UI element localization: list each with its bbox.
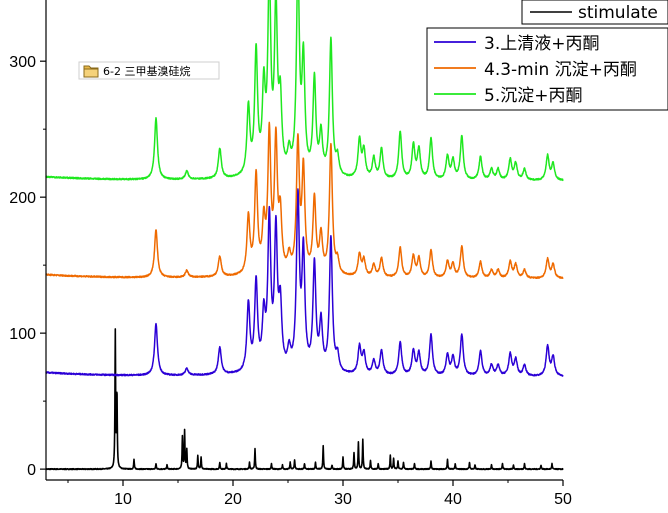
y-tick-label-0: 0	[27, 462, 36, 479]
legend-label-2: 4.3-min 沉淀+丙酮	[484, 60, 637, 80]
series-line-3	[45, 0, 564, 182]
sample-badge: 6-2 三甲基溴硅烷	[78, 61, 220, 80]
trace-group	[45, 0, 564, 471]
legend-label-1: 3.上清液+丙酮	[484, 34, 599, 54]
series-line-2	[45, 121, 564, 280]
folder-icon	[83, 65, 99, 78]
sample-badge-label: 6-2 三甲基溴硅烷	[103, 64, 190, 78]
legend-label-3: 5.沉淀+丙酮	[484, 86, 582, 106]
series-line-1	[45, 188, 564, 377]
series-line-0	[45, 328, 564, 471]
y-tick-label-100: 100	[9, 326, 36, 343]
legend-label-0: stimulate	[578, 3, 658, 23]
axes: 10 20 30 40 50 0 100 200 300	[9, 0, 572, 508]
x-tick-label-10: 10	[114, 491, 132, 508]
x-tick-label-20: 20	[224, 491, 242, 508]
x-tick-label-50: 50	[554, 491, 572, 508]
y-tick-label-200: 200	[9, 190, 36, 207]
y-tick-label-300: 300	[9, 54, 36, 71]
sample-badge-box	[78, 61, 220, 80]
x-tick-label-40: 40	[444, 491, 462, 508]
x-tick-label-30: 30	[334, 491, 352, 508]
legend: stimulate 3.上清液+丙酮 4.3-min 沉淀+丙酮 5.沉淀+丙酮	[426, 0, 668, 111]
